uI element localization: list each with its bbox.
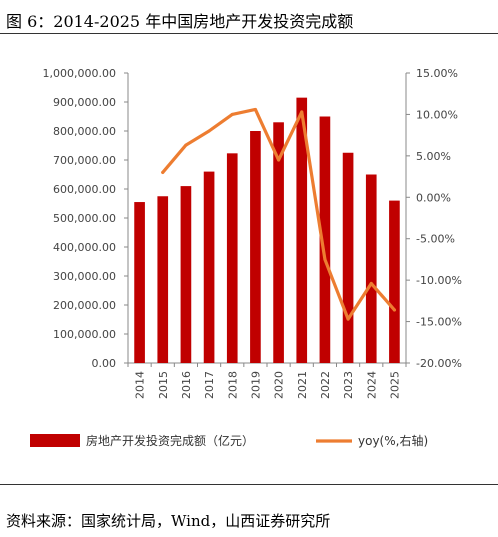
yoy-point-2022 xyxy=(323,257,327,261)
left-tick-label: 100,000.00 xyxy=(53,328,116,341)
x-axis-labels: 2014 2015 2016 2017 2018 2019 2020 2021 2022 2023… xyxy=(134,371,402,399)
bar-2014 xyxy=(134,202,145,363)
right-tick-label: 15.00% xyxy=(416,67,458,80)
left-tick-label: 400,000.00 xyxy=(53,241,116,254)
x-tick-label: 2014 xyxy=(134,371,147,399)
right-tick-label: -15.00% xyxy=(416,316,462,329)
yoy-point-2015 xyxy=(161,170,165,174)
left-tick-label: 0.00 xyxy=(92,357,117,370)
bar-2018 xyxy=(226,153,238,363)
left-tick-label: 900,000.00 xyxy=(53,96,116,109)
legend-bar-swatch xyxy=(30,434,80,447)
yoy-point-2018 xyxy=(230,112,234,116)
bar-2019 xyxy=(250,131,261,363)
right-tick-label: 10.00% xyxy=(416,108,458,121)
right-tick-label: 5.00% xyxy=(416,150,451,163)
bar-2017 xyxy=(203,171,215,363)
bar-2015 xyxy=(157,196,169,363)
x-tick-label: 2022 xyxy=(319,371,332,399)
yoy-point-2025 xyxy=(392,308,396,312)
x-tick-label: 2017 xyxy=(203,371,216,399)
legend: 房地产开发投资完成额（亿元） yoy(%,右轴) xyxy=(30,433,428,448)
bar-2022 xyxy=(319,116,331,363)
x-tick-label: 2016 xyxy=(180,371,193,399)
right-tick-label: -20.00% xyxy=(416,357,462,370)
chart-area: 0.00 100,000.00 200,000.00 300,000.00 400,00… xyxy=(30,67,462,448)
yoy-point-2020 xyxy=(277,158,281,162)
legend-bar-label: 房地产开发投资完成额（亿元） xyxy=(86,433,254,448)
left-tick-label: 800,000.00 xyxy=(53,125,116,138)
bar-2021 xyxy=(296,97,308,364)
title-rule xyxy=(0,33,498,34)
right-tick-label: -10.00% xyxy=(416,274,462,287)
bar-2020 xyxy=(273,122,284,363)
yoy-line-series xyxy=(161,107,397,321)
bar-2016 xyxy=(180,186,192,363)
source-note: 资料来源：国家统计局，Wind，山西证券研究所 xyxy=(6,512,331,530)
yoy-point-2021 xyxy=(300,110,304,114)
left-tick-label: 500,000.00 xyxy=(53,212,116,225)
x-tick-label: 2020 xyxy=(273,371,286,399)
x-tick-label: 2025 xyxy=(388,371,401,399)
right-axis-ticks: -20.00% -15.00% -10.00% -5.00% 0.00% 5.00% 10.… xyxy=(406,67,462,370)
bar-2025 xyxy=(389,200,400,363)
x-tick-label: 2019 xyxy=(249,371,262,399)
yoy-point-2017 xyxy=(207,129,211,133)
x-tick-label: 2024 xyxy=(365,371,378,399)
left-tick-label: 600,000.00 xyxy=(53,183,116,196)
bar-2023 xyxy=(342,152,354,363)
x-tick-label: 2015 xyxy=(157,371,170,399)
source-rule xyxy=(0,484,498,485)
x-tick-label: 2018 xyxy=(226,371,239,399)
yoy-point-2016 xyxy=(184,143,188,147)
left-axis-ticks: 0.00 100,000.00 200,000.00 300,000.00 400,00… xyxy=(43,67,128,370)
right-tick-label: -5.00% xyxy=(416,233,455,246)
x-tick-label: 2021 xyxy=(296,371,309,399)
legend-line-label: yoy(%,右轴) xyxy=(358,433,428,448)
yoy-point-2024 xyxy=(369,281,373,285)
chart-title: 图 6：2014-2025 年中国房地产开发投资完成额 xyxy=(6,12,354,31)
yoy-point-2023 xyxy=(346,317,350,321)
axes xyxy=(127,73,407,367)
left-tick-label: 1,000,000.00 xyxy=(43,67,116,80)
right-tick-label: 0.00% xyxy=(416,191,451,204)
left-tick-label: 300,000.00 xyxy=(53,270,116,283)
bar-2024 xyxy=(365,174,377,363)
x-tick-label: 2023 xyxy=(342,371,355,399)
bar-series xyxy=(134,97,400,364)
left-tick-label: 200,000.00 xyxy=(53,299,116,312)
yoy-point-2019 xyxy=(253,107,257,111)
left-tick-label: 700,000.00 xyxy=(53,154,116,167)
